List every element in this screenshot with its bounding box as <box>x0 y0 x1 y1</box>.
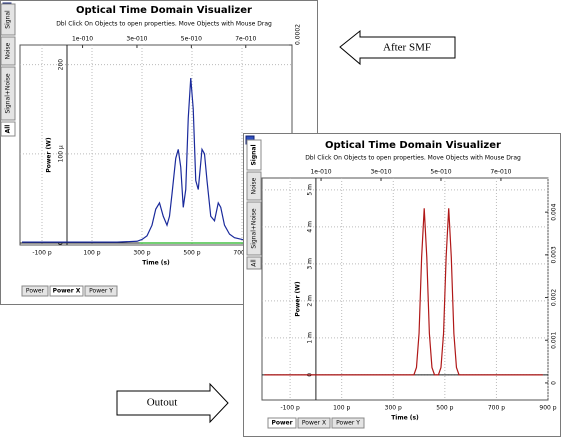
side-tab-label: Noise <box>5 42 12 59</box>
x-tick-label: 300 p <box>133 250 150 257</box>
bottom-tab-label: Power Y <box>89 288 113 295</box>
window-subtitle: Dbl Click On Objects to open properties.… <box>305 155 521 162</box>
side-tab[interactable] <box>246 201 262 256</box>
x2-tick-label: 3e-010 <box>126 36 147 43</box>
x2-tick-label: 5e-010 <box>430 169 451 176</box>
signal-line <box>264 208 543 376</box>
plot-area <box>261 177 549 401</box>
y-tick-label: 1 m <box>306 332 313 344</box>
x-axis-label: Time (s) <box>142 260 170 267</box>
side-tab[interactable] <box>0 3 16 36</box>
bottom-tab[interactable] <box>49 285 84 297</box>
x-tick-label: 300 p <box>385 405 402 412</box>
bottom-tab-label: Power X <box>53 288 81 295</box>
side-tab[interactable] <box>0 36 16 66</box>
x-tick-label: 100 p <box>333 405 350 412</box>
y2-tick-label: 0.0002 <box>295 24 302 45</box>
window-subtitle: Dbl Click On Objects to open properties.… <box>56 21 272 28</box>
y-axis-label: Power (W) <box>46 137 53 173</box>
callout: Outout <box>116 382 229 424</box>
x2-tick-label: 3e-010 <box>370 169 391 176</box>
bottom-tab[interactable] <box>267 417 297 429</box>
x2-tick-label: 7e-010 <box>490 169 511 176</box>
side-tab-label: Signal <box>251 144 258 165</box>
side-tab[interactable] <box>246 139 262 171</box>
arrow-left <box>339 29 456 66</box>
bottom-tab-label: Power <box>26 288 45 295</box>
x-tick-label: 500 p <box>436 405 453 412</box>
x2-tick-label: 7e-010 <box>235 36 256 43</box>
y2-tick-label: 0.001 <box>551 331 558 348</box>
side-tab-label: All <box>251 259 258 267</box>
y-axis-label: Power (W) <box>294 281 301 317</box>
y2-tick-label: 0 <box>551 381 558 385</box>
side-tab[interactable] <box>246 256 262 270</box>
y-tick-label: 5 m <box>306 184 313 196</box>
y2-tick-label: 0.003 <box>551 246 558 263</box>
callout-label: Outout <box>147 397 178 409</box>
bottom-tab-label: Power Y <box>336 420 360 427</box>
bottom-tab-label: Power X <box>302 420 326 427</box>
side-tab-label: Signal+Noise <box>251 208 258 248</box>
x-tick-label: 900 p <box>539 405 556 412</box>
x2-tick-label: 1e-010 <box>310 169 331 176</box>
side-tab[interactable] <box>0 66 16 121</box>
bottom-tab[interactable] <box>297 417 331 429</box>
bottom-tab[interactable] <box>21 285 49 297</box>
side-tab-label: Signal <box>5 10 12 29</box>
side-tab[interactable] <box>246 171 262 201</box>
bottom-tab[interactable] <box>331 417 365 429</box>
side-tab-label: Noise <box>251 177 258 194</box>
x-tick-label: -100 p <box>32 250 52 257</box>
x2-tick-label: 5e-010 <box>181 36 202 43</box>
x-tick-label: 100 p <box>83 250 100 257</box>
bottom-tab[interactable] <box>84 285 118 297</box>
window-title: Optical Time Domain Visualizer <box>76 5 252 16</box>
x-tick-label: 700 p <box>233 250 250 257</box>
x-tick-label: 700 p <box>488 405 505 412</box>
y-tick-label: 2 m <box>306 295 313 307</box>
callout-label: After SMF <box>383 42 431 54</box>
layer: Optical Time Domain Visualizer Dbl Click … <box>0 0 561 437</box>
y2-tick-label: 0.002 <box>551 289 558 306</box>
y-tick-label: 200 <box>58 59 65 71</box>
side-tab-label: Signal+Noise <box>5 73 12 113</box>
side-tab-label: All <box>5 125 12 134</box>
window-title: Optical Time Domain Visualizer <box>325 140 501 151</box>
x2-tick-label: 1e-010 <box>72 36 93 43</box>
callout: After SMF <box>339 29 456 66</box>
bottom-tab-label: Power <box>271 420 292 427</box>
window: Optical Time Domain Visualizer Dbl Click … <box>243 133 561 437</box>
x-axis-label: Time (s) <box>391 415 419 422</box>
x-tick-label: -100 p <box>280 405 300 412</box>
x-tick-label: 500 p <box>183 250 200 257</box>
y-tick-label: 4 m <box>306 221 313 233</box>
y2-tick-label: 0.004 <box>551 203 558 220</box>
arrow-right <box>116 382 229 424</box>
y-tick-label: 100 µ <box>58 145 65 162</box>
y-tick-label: 3 m <box>306 258 313 270</box>
side-tab[interactable] <box>0 121 16 137</box>
signal-line <box>22 77 287 243</box>
